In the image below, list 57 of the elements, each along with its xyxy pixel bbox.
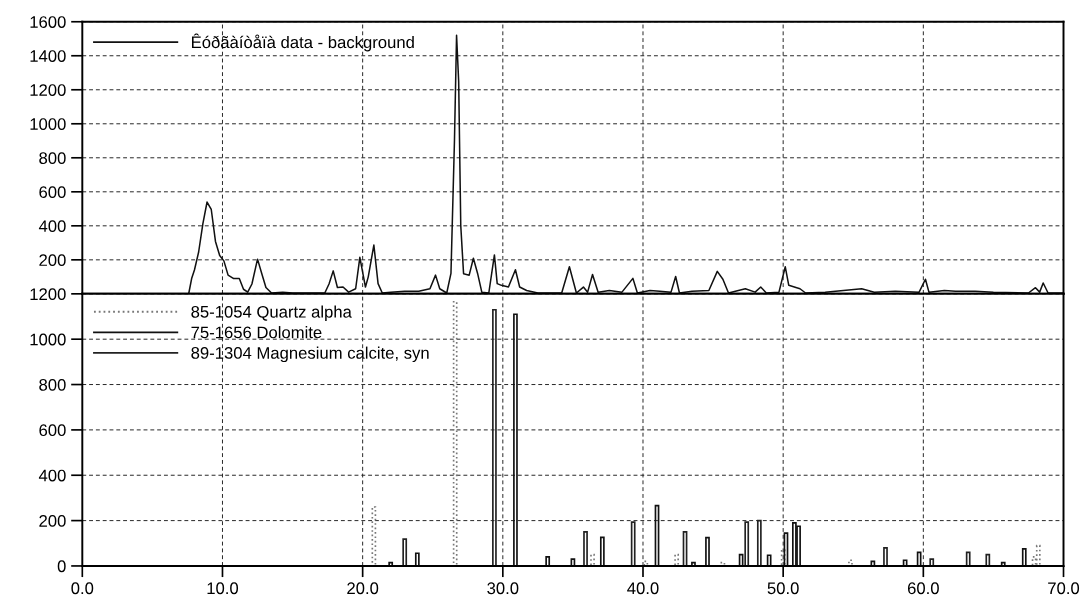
y-tick-label: 1600 <box>30 16 66 28</box>
bar <box>682 531 688 566</box>
x-tick-label: 10.0 <box>207 582 239 595</box>
bar <box>848 559 853 566</box>
x-tick-label: 0.0 <box>71 582 94 595</box>
y-tick-label: 1000 <box>30 333 66 346</box>
bar <box>965 551 971 566</box>
bar <box>414 552 420 566</box>
bar <box>1021 548 1027 566</box>
y-tick-label: 1000 <box>30 118 66 130</box>
bar <box>545 556 551 566</box>
bar <box>766 554 772 566</box>
y-tick-label: 1200 <box>30 84 66 96</box>
bar <box>916 551 922 566</box>
y-tick-label: 400 <box>38 220 66 233</box>
x-tick-label: 30.0 <box>487 582 519 595</box>
bar <box>371 506 377 566</box>
y-tick-label: 800 <box>39 378 66 391</box>
x-tick-label: 60.0 <box>907 582 939 595</box>
bar <box>780 549 786 566</box>
bar <box>796 525 801 566</box>
x-tick-label: 50.0 <box>767 582 799 595</box>
bar <box>402 538 408 566</box>
bar <box>452 300 458 566</box>
y-tick-label: 200 <box>39 515 66 527</box>
bar <box>985 553 991 566</box>
y-tick-label: 200 <box>39 254 66 267</box>
y-tick-label: 800 <box>39 152 66 164</box>
y-tick-label: 600 <box>39 424 66 437</box>
y-tick-label: 600 <box>39 186 66 199</box>
bar <box>643 560 649 566</box>
y-tick-label: 1200 <box>30 288 66 301</box>
bar <box>929 558 935 566</box>
y-tick-label: 0 <box>57 560 66 573</box>
bar <box>783 532 789 566</box>
bar <box>883 546 888 566</box>
bar <box>513 313 518 566</box>
bar <box>674 553 680 566</box>
bar <box>738 553 744 566</box>
legend-label: 89-1304 Magnesium calcite, syn <box>191 346 429 363</box>
bar <box>792 522 797 566</box>
bar <box>583 531 588 566</box>
bar <box>570 558 576 566</box>
legend-label: Êóðãàíòåïà data - background <box>192 33 414 52</box>
y-tick-label: 400 <box>38 469 66 482</box>
bar <box>1035 544 1041 566</box>
x-tick-label: 40.0 <box>627 582 659 595</box>
y-tick-label: 1400 <box>30 50 66 62</box>
bar <box>705 536 710 566</box>
legend-label: 85-1054 Quartz alpha <box>191 305 352 322</box>
legend-label: 75-1656 Dolomite <box>191 326 322 339</box>
x-tick-label: 20.0 <box>347 582 379 595</box>
bar <box>654 504 660 566</box>
line-series <box>188 34 1064 294</box>
bar <box>590 553 595 566</box>
x-tick-label: 70.0 <box>1048 582 1080 595</box>
bar <box>599 536 605 566</box>
